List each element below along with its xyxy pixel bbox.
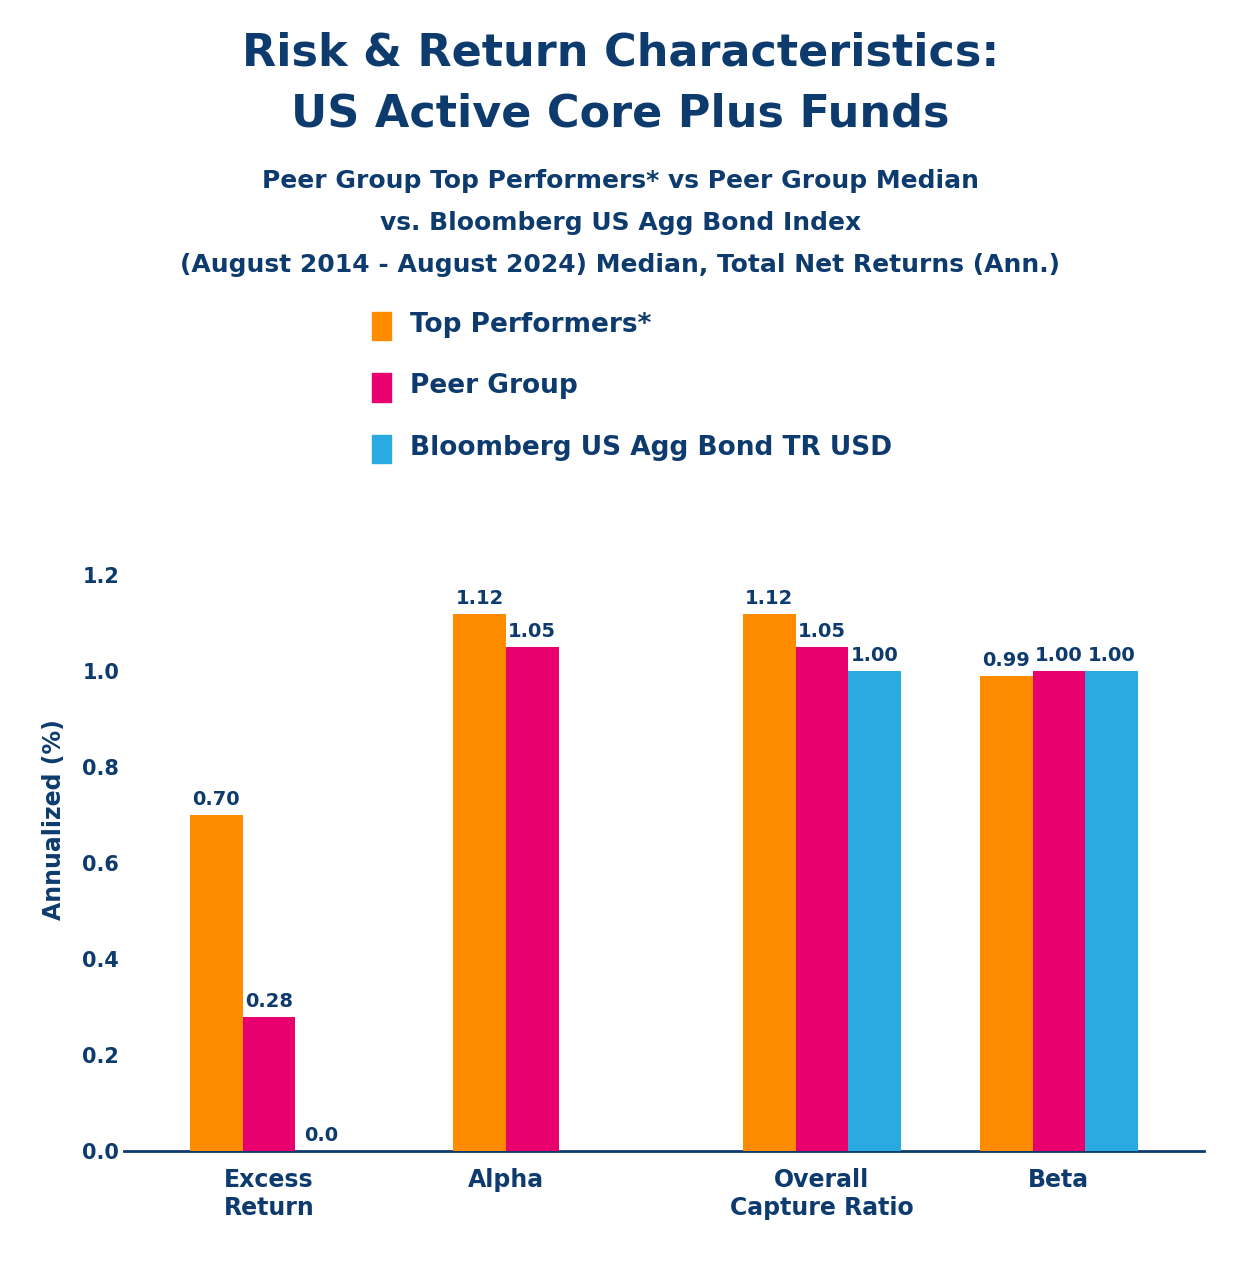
Text: vs. Bloomberg US Agg Bond Index: vs. Bloomberg US Agg Bond Index [380,211,861,235]
Text: 1.00: 1.00 [1087,646,1136,665]
Text: 1.05: 1.05 [509,623,556,642]
Bar [1086,671,1138,1151]
Bar [849,671,901,1151]
Bar [242,1017,295,1151]
Bar [743,614,795,1151]
Text: Top Performers*: Top Performers* [410,312,652,338]
Text: 0.99: 0.99 [983,651,1030,670]
Bar [795,647,849,1151]
Text: US Active Core Plus Funds: US Active Core Plus Funds [292,92,949,136]
Bar [190,815,242,1151]
Text: Peer Group: Peer Group [410,373,577,399]
Text: 0.70: 0.70 [192,790,240,810]
Text: (August 2014 - August 2024) Median, Total Net Returns (Ann.): (August 2014 - August 2024) Median, Tota… [180,253,1061,278]
Bar [506,647,558,1151]
Text: 1.00: 1.00 [851,646,898,665]
Text: 1.12: 1.12 [745,588,793,608]
Text: 1.00: 1.00 [1035,646,1083,665]
Text: 0.0: 0.0 [304,1127,339,1145]
Text: Peer Group Top Performers* vs Peer Group Median: Peer Group Top Performers* vs Peer Group… [262,169,979,193]
Bar [1033,671,1086,1151]
Bar [980,677,1033,1151]
Text: Bloomberg US Agg Bond TR USD: Bloomberg US Agg Bond TR USD [410,435,891,460]
Text: 0.28: 0.28 [244,993,293,1010]
Y-axis label: Annualized (%): Annualized (%) [42,720,66,921]
Text: 1.12: 1.12 [455,588,504,608]
Bar [453,614,506,1151]
Text: 1.05: 1.05 [798,623,846,642]
Text: Risk & Return Characteristics:: Risk & Return Characteristics: [242,32,999,75]
